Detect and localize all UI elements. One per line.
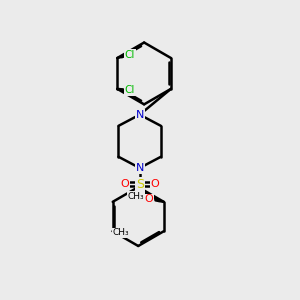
Text: Cl: Cl	[124, 50, 135, 60]
Text: O: O	[151, 179, 159, 189]
Text: S: S	[136, 178, 144, 191]
Text: N: N	[136, 110, 144, 120]
Text: CH₃: CH₃	[128, 192, 144, 201]
Text: N: N	[136, 163, 144, 173]
Text: O: O	[120, 179, 129, 189]
Text: O: O	[144, 194, 153, 205]
Text: CH₃: CH₃	[113, 228, 129, 237]
Text: Cl: Cl	[124, 85, 135, 95]
